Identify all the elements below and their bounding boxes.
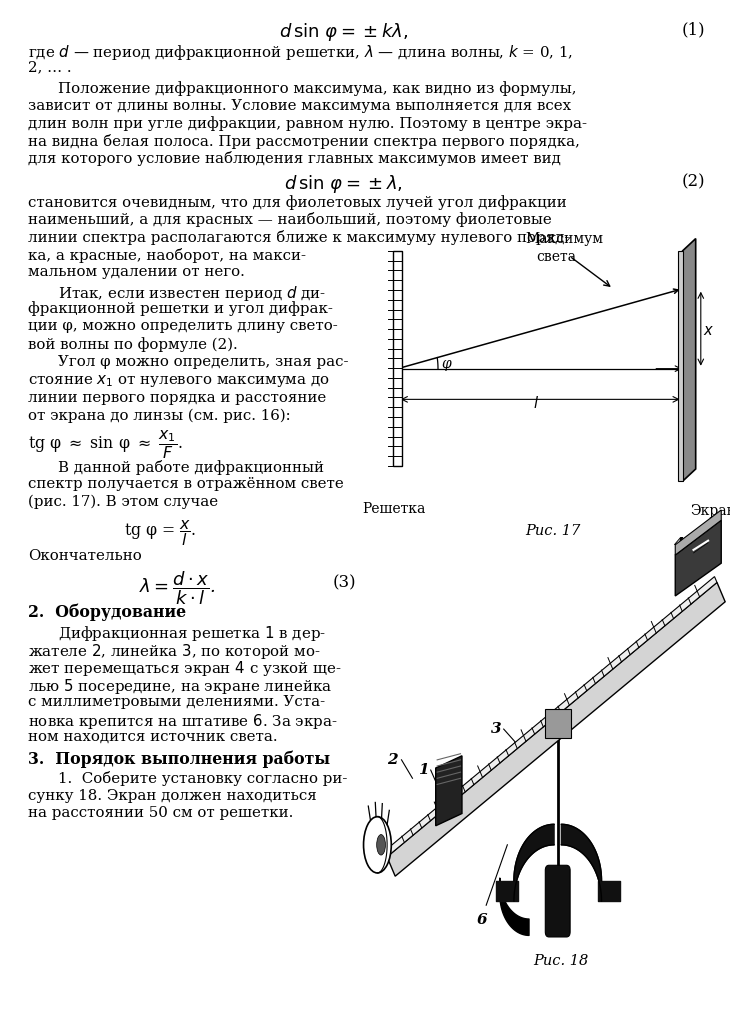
Text: длин волн при угле дифракции, равном нулю. Поэтому в центре экра-: длин волн при угле дифракции, равном нул… bbox=[28, 116, 587, 131]
Text: (рис. 17). В этом случае: (рис. 17). В этом случае bbox=[28, 495, 218, 510]
Polygon shape bbox=[675, 520, 721, 596]
Text: с миллиметровыми делениями. Уста-: с миллиметровыми делениями. Уста- bbox=[28, 694, 325, 709]
Text: стояние $x_1$ от нулевого максимума до: стояние $x_1$ от нулевого максимума до bbox=[28, 373, 329, 389]
Polygon shape bbox=[561, 824, 602, 901]
Text: наименьший, а для красных — наибольший, поэтому фиолетовые: наименьший, а для красных — наибольший, … bbox=[28, 212, 551, 227]
Text: вой волны по формуле (2).: вой волны по формуле (2). bbox=[28, 337, 237, 351]
Text: tg φ = $\dfrac{x}{l}$.: tg φ = $\dfrac{x}{l}$. bbox=[124, 518, 196, 548]
Text: 2.  Оборудование: 2. Оборудование bbox=[28, 603, 186, 621]
Text: 5: 5 bbox=[696, 530, 706, 545]
Text: жет перемещаться экран $4$ с узкой ще-: жет перемещаться экран $4$ с узкой ще- bbox=[28, 659, 342, 678]
Text: 1: 1 bbox=[418, 763, 429, 777]
Text: Итак, если известен период $d$ ди-: Итак, если известен период $d$ ди- bbox=[58, 284, 326, 303]
Text: ка, а красные, наоборот, на макси-: ка, а красные, наоборот, на макси- bbox=[28, 248, 306, 263]
Text: 3.  Порядок выполнения работы: 3. Порядок выполнения работы bbox=[28, 751, 330, 768]
Text: жателе $2$, линейка $3$, по которой мо-: жателе $2$, линейка $3$, по которой мо- bbox=[28, 642, 320, 660]
Text: (2): (2) bbox=[682, 173, 705, 190]
Text: где $d$ — период дифракционной решетки, $\lambda$ — длина волны, $k$ = 0, 1,: где $d$ — период дифракционной решетки, … bbox=[28, 43, 573, 61]
Text: (3): (3) bbox=[332, 574, 356, 592]
Polygon shape bbox=[514, 824, 554, 901]
Polygon shape bbox=[436, 756, 462, 825]
Text: ции φ, можно определить длину свето-: ции φ, можно определить длину свето- bbox=[28, 319, 337, 333]
Text: линии спектра располагаются ближе к максимуму нулевого поряд-: линии спектра располагаются ближе к макс… bbox=[28, 230, 569, 245]
Text: tg φ $\approx$ sin φ $\approx$ $\dfrac{x_1}{F}$.: tg φ $\approx$ sin φ $\approx$ $\dfrac{x… bbox=[28, 428, 182, 461]
Text: 2: 2 bbox=[388, 753, 398, 767]
Polygon shape bbox=[675, 510, 721, 555]
Text: зависит от длины волны. Условие максимума выполняется для всех: зависит от длины волны. Условие максимум… bbox=[28, 98, 571, 113]
Text: спектр получается в отражённом свете: спектр получается в отражённом свете bbox=[28, 477, 344, 492]
Text: лью $5$ посередине, на экране линейка: лью $5$ посередине, на экране линейка bbox=[28, 677, 332, 696]
Text: 1.  Соберите установку согласно ри-: 1. Соберите установку согласно ри- bbox=[58, 771, 347, 786]
Text: ном находится источник света.: ном находится источник света. bbox=[28, 730, 277, 743]
Text: света: света bbox=[537, 250, 577, 264]
Text: Положение дифракционного максимума, как видно из формулы,: Положение дифракционного максимума, как … bbox=[58, 81, 577, 96]
Text: (1): (1) bbox=[682, 20, 705, 38]
FancyBboxPatch shape bbox=[545, 865, 570, 937]
Text: на расстоянии 50 см от решетки.: на расстоянии 50 см от решетки. bbox=[28, 806, 293, 820]
Text: $x$: $x$ bbox=[703, 324, 714, 338]
Text: для которого условие наблюдения главных максимумов имеет вид: для которого условие наблюдения главных … bbox=[28, 152, 561, 167]
Text: 3: 3 bbox=[491, 722, 502, 736]
Text: новка крепится на штативе $6$. За экра-: новка крепится на штативе $6$. За экра- bbox=[28, 712, 337, 731]
Text: Экран: Экран bbox=[690, 504, 730, 518]
Text: фракционной решетки и угол дифрак-: фракционной решетки и угол дифрак- bbox=[28, 301, 333, 316]
Text: Максимум: Максимум bbox=[526, 232, 604, 247]
Polygon shape bbox=[387, 583, 725, 877]
Text: 4: 4 bbox=[674, 537, 684, 551]
Polygon shape bbox=[683, 239, 696, 481]
Text: В данной работе дифракционный: В данной работе дифракционный bbox=[58, 460, 324, 475]
Text: $d\,\sin\,\varphi = \pm\lambda,$: $d\,\sin\,\varphi = \pm\lambda,$ bbox=[284, 173, 402, 196]
Text: сунку 18. Экран должен находиться: сунку 18. Экран должен находиться bbox=[28, 788, 317, 803]
Polygon shape bbox=[545, 710, 571, 738]
Ellipse shape bbox=[364, 817, 391, 872]
Text: становится очевидным, что для фиолетовых лучей угол дифракции: становится очевидным, что для фиолетовых… bbox=[28, 195, 566, 210]
Text: Рис. 18: Рис. 18 bbox=[533, 954, 588, 969]
Text: φ: φ bbox=[442, 357, 451, 372]
Bar bbox=[393, 251, 402, 466]
Text: линии первого порядка и расстояние: линии первого порядка и расстояние bbox=[28, 390, 326, 404]
Text: $\lambda = \dfrac{d \cdot x}{k \cdot l}$.: $\lambda = \dfrac{d \cdot x}{k \cdot l}$… bbox=[139, 569, 215, 607]
Polygon shape bbox=[678, 251, 683, 481]
Text: 2, … .: 2, … . bbox=[28, 60, 72, 75]
Text: Дифракционная решетка $1$ в дер-: Дифракционная решетка $1$ в дер- bbox=[58, 624, 326, 643]
Text: от экрана до линзы (см. рис. 16):: от экрана до линзы (см. рис. 16): bbox=[28, 409, 291, 423]
Text: $l$: $l$ bbox=[533, 395, 539, 412]
Text: $d\,\sin\,\varphi = \pm k\lambda,$: $d\,\sin\,\varphi = \pm k\lambda,$ bbox=[279, 20, 407, 43]
Text: на видна белая полоса. При рассмотрении спектра первого порядка,: на видна белая полоса. При рассмотрении … bbox=[28, 134, 580, 148]
Text: мальном удалении от него.: мальном удалении от него. bbox=[28, 265, 245, 280]
Text: Угол φ можно определить, зная рас-: Угол φ можно определить, зная рас- bbox=[58, 355, 349, 370]
Text: 6: 6 bbox=[477, 913, 487, 928]
Polygon shape bbox=[385, 577, 717, 857]
Text: Решетка: Решетка bbox=[363, 502, 426, 516]
Text: Рис. 17: Рис. 17 bbox=[526, 524, 581, 539]
Text: Окончательно: Окончательно bbox=[28, 549, 142, 563]
Ellipse shape bbox=[377, 835, 385, 855]
